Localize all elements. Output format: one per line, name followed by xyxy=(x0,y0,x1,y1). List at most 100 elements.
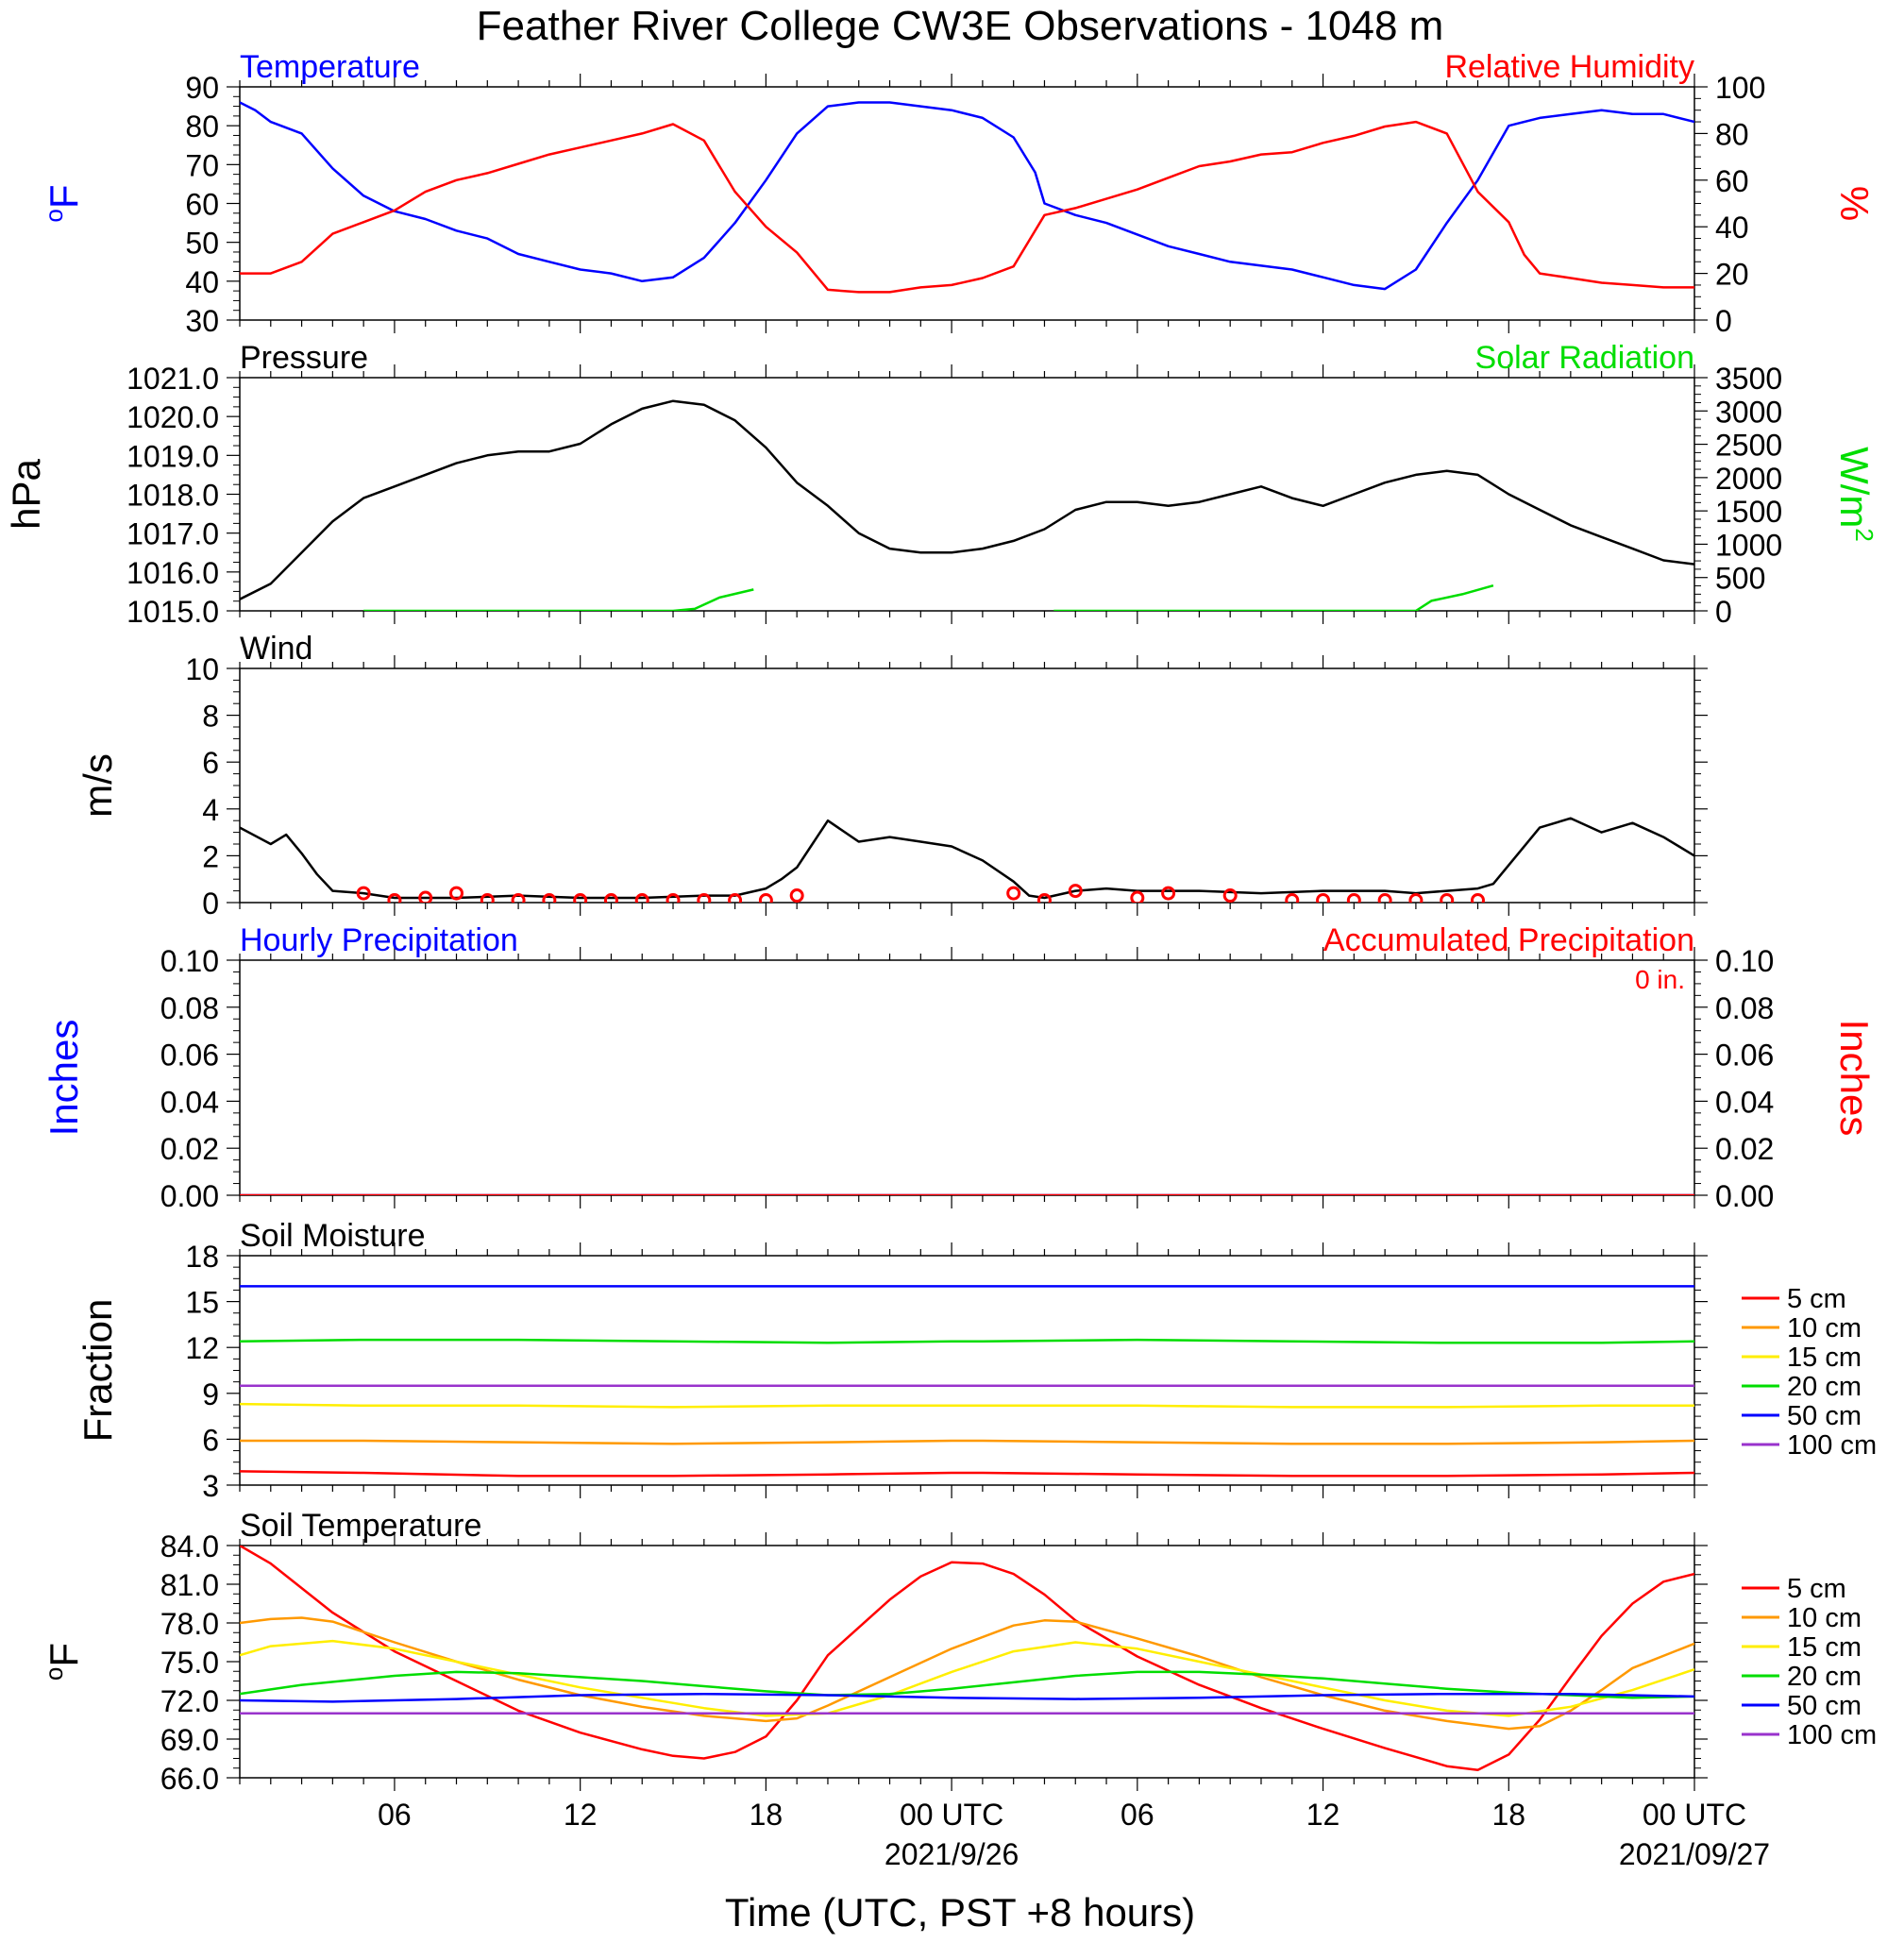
series-line-temperature xyxy=(240,101,1694,291)
wind-barb-circle xyxy=(728,893,743,903)
wind-barb-circle xyxy=(1068,884,1083,899)
series-group xyxy=(240,399,1694,611)
panel-title-left: Soil Moisture xyxy=(240,1218,426,1254)
y-left-tick-label: 80 xyxy=(185,110,219,144)
panel-title-right: Solar Radiation xyxy=(1475,340,1694,376)
y-right-tick-label: 100 xyxy=(1715,71,1765,105)
panel-title-right: Relative Humidity xyxy=(1444,49,1694,85)
legend-entry: 50 cm xyxy=(1787,1691,1862,1721)
y-axis-label-left: Fraction xyxy=(76,1299,120,1443)
wind-barb-circle xyxy=(1161,886,1176,901)
y-right-tick-label: 0.10 xyxy=(1715,944,1774,978)
y-right-tick-label: 1500 xyxy=(1715,495,1782,529)
unit-sup-2: 2 xyxy=(1850,528,1879,541)
y-left-tick-label: 70 xyxy=(185,148,219,182)
y-left-tick-label: 12 xyxy=(185,1331,219,1365)
wind-barb-circle xyxy=(1408,893,1424,903)
y-left-tick-label: 0.00 xyxy=(160,1179,219,1213)
y-right-tick-label: 0.06 xyxy=(1715,1039,1774,1073)
unit-f: F xyxy=(42,1643,86,1667)
panel-title-left: Temperature xyxy=(240,49,420,85)
wind-barb-circle xyxy=(1470,893,1485,903)
wind-barb-circle xyxy=(697,893,712,903)
y-axis-label-left: oF xyxy=(40,1643,86,1681)
x-tick-label: 18 xyxy=(1491,1798,1525,1832)
wind-barb-circle xyxy=(511,893,526,903)
y-right-tick-label: 0.08 xyxy=(1715,991,1774,1025)
plot-frame xyxy=(239,1255,1695,1486)
y-right-tick-label: 80 xyxy=(1715,117,1749,151)
y-right-tick-label: 60 xyxy=(1715,164,1749,198)
y-right-tick-label: 3000 xyxy=(1715,395,1782,429)
wind-barb-circle xyxy=(356,886,371,901)
wind-barb-circle xyxy=(1346,893,1361,903)
wind-barb-circle xyxy=(387,893,402,903)
y-left-tick-label: 18 xyxy=(185,1240,219,1274)
wind-barb-circle xyxy=(1285,893,1300,903)
wind-barb-circle xyxy=(1036,893,1052,903)
y-axis-label-left: m/s xyxy=(76,753,120,818)
plot-frame xyxy=(239,959,1695,1196)
y-left-tick-label: 6 xyxy=(202,1423,219,1457)
wind-barb-circle xyxy=(1130,890,1145,903)
x-tick-label: 12 xyxy=(564,1798,598,1832)
y-left-tick-label: 81.0 xyxy=(160,1568,219,1602)
y-right-tick-label: 0.02 xyxy=(1715,1132,1774,1166)
series-group xyxy=(240,817,1694,903)
y-left-tick-label: 90 xyxy=(185,71,219,105)
panel-title-right: Accumulated Precipitation xyxy=(1323,922,1694,958)
y-left-tick-label: 66.0 xyxy=(160,1762,219,1796)
y-right-tick-label: 2500 xyxy=(1715,429,1782,463)
y-left-tick-label: 30 xyxy=(185,304,219,338)
y-left-tick-label: 75.0 xyxy=(160,1646,219,1680)
wind-barb-circle xyxy=(789,888,804,903)
y-left-tick-label: 40 xyxy=(185,265,219,299)
series-line-20-cm xyxy=(240,1338,1694,1344)
panel-title-left: Soil Temperature xyxy=(240,1508,481,1544)
y-left-tick-label: 9 xyxy=(202,1377,219,1411)
y-right-tick-label: 20 xyxy=(1715,258,1749,292)
panel-title-left: Hourly Precipitation xyxy=(240,922,518,958)
y-left-tick-label: 0.02 xyxy=(160,1132,219,1166)
x-tick-label: 06 xyxy=(378,1798,412,1832)
x-axis-label: Time (UTC, PST +8 hours) xyxy=(725,1890,1195,1935)
x-date-label: 2021/9/26 xyxy=(885,1837,1019,1871)
legend-entry: 5 cm xyxy=(1787,1284,1846,1314)
series-line-wind xyxy=(240,817,1694,900)
degree-sup: o xyxy=(40,1667,68,1681)
series-line-relative-humidity xyxy=(240,120,1694,294)
wind-barb-circle xyxy=(603,893,618,903)
y-left-tick-label: 0.06 xyxy=(160,1039,219,1073)
wind-barb-circle xyxy=(418,890,433,903)
series-line-pressure xyxy=(240,399,1694,600)
y-left-tick-label: 3 xyxy=(202,1469,219,1503)
unit-wm: W/m xyxy=(1832,447,1877,528)
y-axis-label-right: W/m2 xyxy=(1832,447,1879,542)
legend-entry: 50 cm xyxy=(1787,1401,1862,1431)
legend-entry: 15 cm xyxy=(1787,1343,1862,1373)
y-axis-label-right: Inches xyxy=(1832,1020,1877,1137)
series-line-5-cm xyxy=(240,1546,1694,1772)
wind-barb-circle xyxy=(666,893,681,903)
y-left-tick-label: 69.0 xyxy=(160,1723,219,1757)
y-axis-label-right: % xyxy=(1832,186,1877,221)
y-left-tick-label: 6 xyxy=(202,746,219,780)
y-left-tick-label: 1019.0 xyxy=(126,439,219,473)
series-group xyxy=(240,1285,1694,1478)
legend-entry: 20 cm xyxy=(1787,1662,1862,1692)
precip-annotation: 0 in. xyxy=(1635,965,1685,994)
y-left-tick-label: 84.0 xyxy=(160,1529,219,1563)
y-left-tick-label: 1015.0 xyxy=(126,595,219,629)
wind-barb-circle xyxy=(1316,893,1331,903)
x-tick-label: 00 UTC xyxy=(900,1798,1003,1832)
plot-frame xyxy=(239,667,1695,904)
panel-pressure_solar: 1015.0 1016.0 1017.0 1018.0 1019.0 1020.0 1021… xyxy=(4,340,1879,629)
y-left-tick-label: 4 xyxy=(202,793,219,827)
y-left-tick-label: 10 xyxy=(185,652,219,686)
y-right-tick-label: 0.00 xyxy=(1715,1179,1774,1213)
wind-barb-circle xyxy=(542,893,557,903)
panel-precip: 0.00 0.02 0.04 0.06 0.08 0.10 0.00 0.02 0.04 0.06… xyxy=(42,922,1877,1213)
unit-f: F xyxy=(42,184,86,209)
